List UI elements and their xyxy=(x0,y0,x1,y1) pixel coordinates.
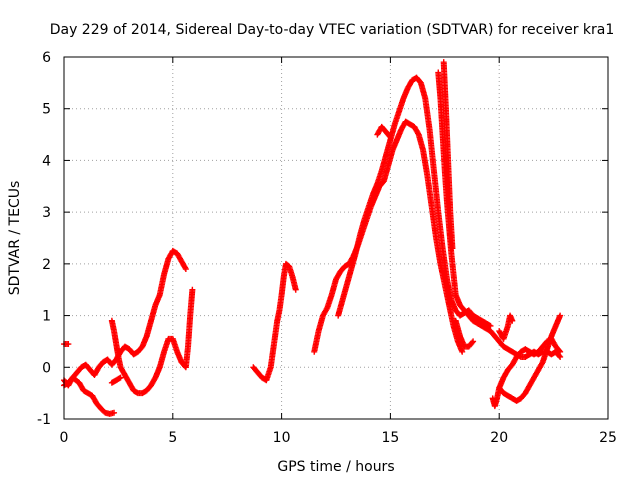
data-point xyxy=(386,133,393,140)
x-tick-label: 15 xyxy=(381,430,399,446)
y-tick-labels: -1 0 1 2 3 4 5 6 xyxy=(37,50,51,428)
data-point xyxy=(323,306,330,313)
data-point xyxy=(557,348,564,355)
series-track-5 xyxy=(108,374,124,386)
data-point xyxy=(117,374,124,381)
y-tick-label: -1 xyxy=(37,412,51,428)
data-point xyxy=(556,352,563,359)
series-track-4 xyxy=(108,286,196,397)
y-tick-label: 4 xyxy=(42,153,51,169)
data-point xyxy=(469,339,476,346)
y-axis-label: SDTVAR / TECUs xyxy=(7,181,23,296)
data-point xyxy=(449,245,456,252)
y-tick-label: 1 xyxy=(42,309,51,325)
x-tick-label: 25 xyxy=(599,430,617,446)
data-point xyxy=(487,322,494,329)
axis-ticks xyxy=(63,56,609,420)
series-track-9 xyxy=(374,123,394,141)
data-point xyxy=(538,360,545,367)
x-tick-label: 5 xyxy=(168,430,177,446)
data-point xyxy=(65,341,72,348)
data-point xyxy=(182,266,189,273)
grid-lines xyxy=(64,57,608,419)
x-tick-label: 20 xyxy=(490,430,508,446)
series-track-6 xyxy=(250,260,299,384)
x-tick-labels: 0 5 10 15 20 25 xyxy=(60,430,617,446)
series-track-8 xyxy=(335,74,494,329)
y-tick-label: 6 xyxy=(42,50,51,66)
data-point xyxy=(557,353,564,360)
y-tick-label: 0 xyxy=(42,360,51,376)
series-track-3 xyxy=(61,247,189,389)
data-points xyxy=(61,59,564,417)
data-point xyxy=(182,264,189,271)
series-track-14 xyxy=(496,312,564,404)
x-tick-label: 0 xyxy=(60,430,69,446)
series-track-15 xyxy=(496,312,516,342)
y-tick-label: 2 xyxy=(42,257,51,273)
data-point xyxy=(459,348,466,355)
series-track-2 xyxy=(61,341,72,348)
data-point xyxy=(557,312,564,319)
data-point xyxy=(556,347,563,354)
data-point xyxy=(111,409,118,416)
data-point xyxy=(509,317,516,324)
y-tick-label: 5 xyxy=(42,102,51,118)
x-tick-label: 10 xyxy=(273,430,291,446)
data-point xyxy=(387,134,394,141)
series-track-11 xyxy=(440,59,456,252)
chart-title: Day 229 of 2014, Sidereal Day-to-day VTE… xyxy=(50,22,615,38)
y-tick-label: 3 xyxy=(42,205,51,221)
plot-frame xyxy=(63,56,609,420)
series-track-12 xyxy=(452,317,477,350)
x-axis-label: GPS time / hours xyxy=(277,459,394,475)
data-point xyxy=(292,286,299,293)
data-point xyxy=(414,130,421,137)
data-point xyxy=(470,338,477,345)
data-point xyxy=(189,286,196,293)
